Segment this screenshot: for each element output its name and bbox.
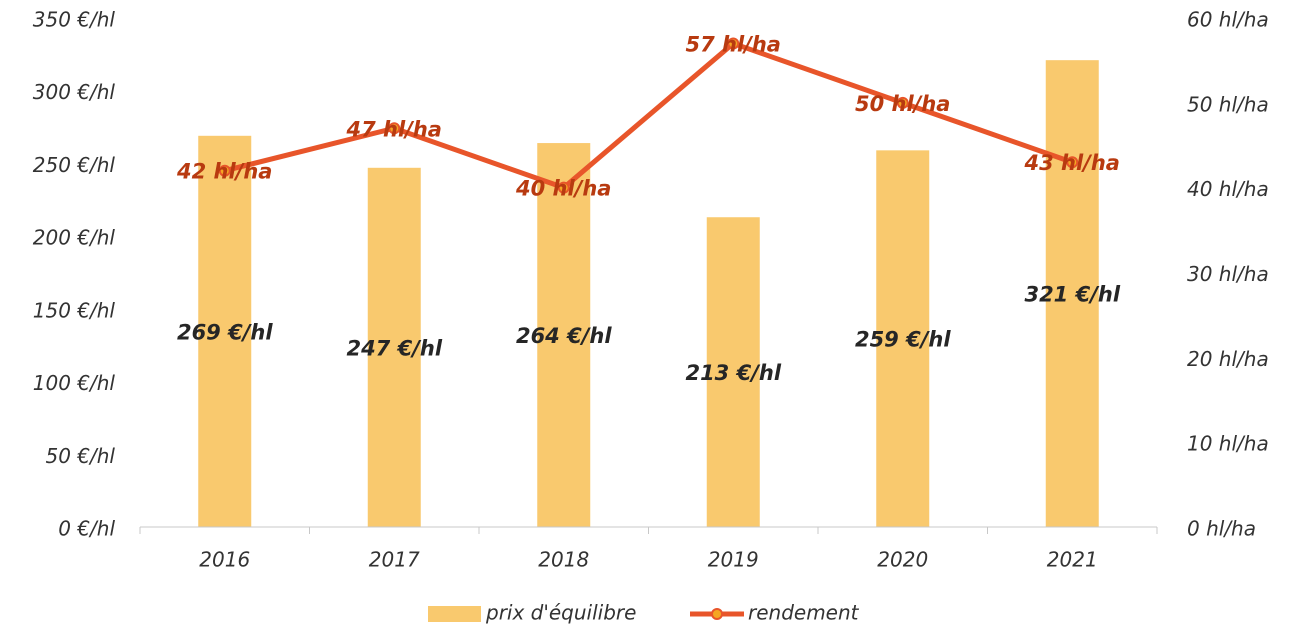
bar (876, 150, 930, 527)
line-label: 57 hl/ha (686, 32, 781, 56)
legend-swatch (428, 606, 481, 622)
x-tick-label: 2020 (877, 548, 928, 572)
bar-label: 321 €/hl (1024, 283, 1120, 307)
legend-label: rendement (748, 601, 860, 625)
y-tick-label: 350 €/hl (33, 8, 116, 32)
y2-tick-label: 20 hl/ha (1187, 347, 1269, 371)
x-tick-label: 2017 (369, 548, 420, 572)
line-point (557, 181, 570, 194)
x-tick-label: 2018 (538, 548, 589, 572)
bar-label: 269 €/hl (177, 320, 273, 344)
bar (1045, 60, 1099, 527)
legend-label: prix d'équilibre (485, 601, 636, 625)
bar (198, 135, 252, 527)
line-point (727, 37, 740, 50)
y2-tick-label: 60 hl/ha (1187, 8, 1269, 32)
bar-label: 259 €/hl (855, 328, 951, 352)
y-tick-label: 250 €/hl (33, 153, 116, 177)
y-tick-label: 100 €/hl (33, 371, 116, 395)
x-tick-label: 2019 (708, 548, 759, 572)
y2-tick-label: 50 hl/ha (1187, 92, 1269, 116)
line-label: 47 hl/ha (346, 117, 442, 141)
line (224, 40, 1074, 191)
line-label: 43 hl/ha (1024, 151, 1120, 175)
bar-label: 264 €/hl (516, 324, 612, 348)
bar (367, 167, 421, 527)
y-tick-label: 50 €/hl (45, 444, 115, 468)
y2-tick-label: 10 hl/ha (1187, 432, 1269, 456)
line-label: 42 hl/ha (176, 160, 272, 184)
line-point (218, 164, 231, 177)
line-label: 40 hl/ha (515, 177, 611, 201)
legend-swatch (711, 608, 723, 620)
line-label: 50 hl/ha (855, 92, 950, 116)
bar (537, 143, 591, 527)
y-tick-label: 150 €/hl (33, 298, 116, 322)
y2-tick-label: 0 hl/ha (1187, 517, 1256, 541)
bar (706, 217, 760, 528)
x-tick-label: 2016 (199, 548, 250, 572)
line-point (388, 122, 401, 135)
y2-tick-label: 40 hl/ha (1187, 177, 1269, 201)
x-tick-label: 2021 (1047, 548, 1098, 572)
bar-label: 213 €/hl (685, 361, 781, 385)
y-tick-label: 200 €/hl (33, 226, 116, 250)
y-tick-label: 300 €/hl (33, 80, 116, 104)
line-point (896, 96, 909, 109)
line-point (1066, 156, 1079, 169)
y-tick-label: 0 €/hl (58, 517, 115, 541)
bar-label: 247 €/hl (346, 336, 442, 360)
y2-tick-label: 30 hl/ha (1187, 262, 1269, 286)
